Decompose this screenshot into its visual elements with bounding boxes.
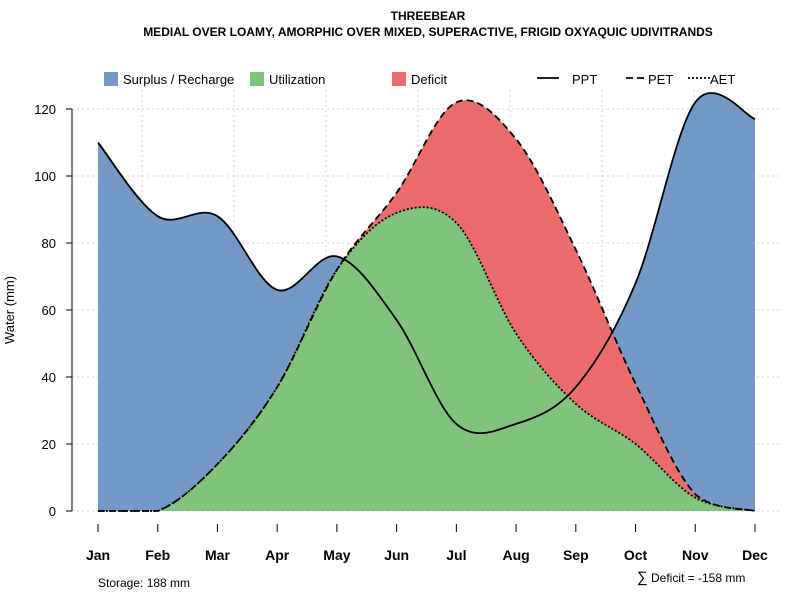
x-tick-label: May (323, 547, 350, 563)
chart-title: THREEBEAR (391, 9, 466, 23)
x-tick-label: Oct (624, 547, 648, 563)
legend-label: Deficit (411, 72, 448, 87)
x-tick-label: Nov (682, 547, 709, 563)
utilization-area (98, 207, 755, 511)
x-tick-label: Mar (205, 547, 230, 563)
storage-annotation: Storage: 188 mm (98, 576, 190, 590)
y-tick-label: 120 (34, 102, 56, 117)
x-tick-label: Jan (86, 547, 110, 563)
legend-label: PET (648, 72, 673, 87)
series-lines (97, 92, 756, 512)
y-tick-label: 80 (42, 236, 56, 251)
y-axis-label: Water (mm) (2, 276, 17, 344)
axes: 0 20 40 60 80 100 120 Jan Feb Mar Apr May Jun Jul Aug S… (34, 102, 768, 563)
x-tick-label: Aug (502, 547, 529, 563)
x-tick-label: Dec (742, 547, 768, 563)
sigma-symbol: ∑ (637, 569, 648, 586)
legend: Surplus / Recharge Utilization Deficit PPT P… (104, 72, 735, 87)
deficit-annotation: Deficit = -158 mm (651, 571, 745, 585)
areas (98, 92, 755, 512)
legend-label: PPT (572, 72, 597, 87)
legend-label: Surplus / Recharge (123, 72, 234, 87)
y-tick-label: 20 (42, 437, 56, 452)
y-tick-label: 0 (49, 504, 56, 519)
legend-label: Utilization (269, 72, 325, 87)
chart-subtitle: MEDIAL OVER LOAMY, AMORPHIC OVER MIXED, … (143, 25, 713, 39)
legend-label: AET (710, 72, 735, 87)
legend-swatch (104, 72, 118, 86)
y-tick-label: 100 (34, 169, 56, 184)
x-tick-label: Jun (384, 547, 409, 563)
x-tick-label: Feb (145, 547, 170, 563)
series-line-ppt (97, 92, 756, 434)
x-tick-label: Jul (446, 547, 466, 563)
y-tick-label: 60 (42, 303, 56, 318)
legend-swatch (392, 72, 406, 86)
y-tick-label: 40 (42, 370, 56, 385)
x-tick-label: Apr (265, 547, 290, 563)
x-tick-label: Sep (563, 547, 589, 563)
series-line-aet (98, 206, 756, 512)
legend-swatch (250, 72, 264, 86)
